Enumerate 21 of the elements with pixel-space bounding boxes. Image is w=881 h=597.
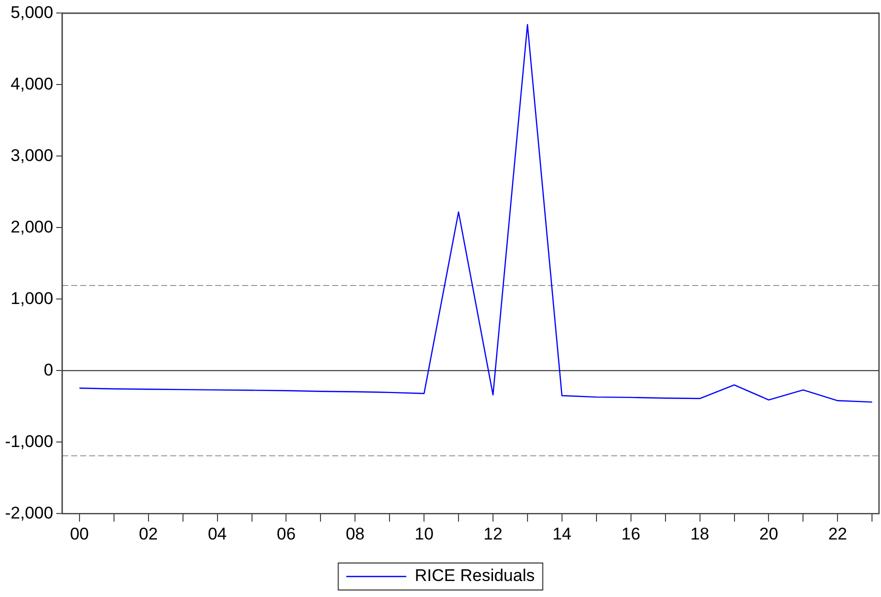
x-tick-label: 02 xyxy=(138,524,158,544)
y-tick-label: 5,000 xyxy=(10,2,54,22)
y-tick-label: -2,000 xyxy=(5,503,54,522)
y-tick-label: 3,000 xyxy=(10,146,54,165)
y-tick-label: 0 xyxy=(44,360,54,380)
y-tick-label: 1,000 xyxy=(10,288,54,308)
x-tick-label: 00 xyxy=(70,524,89,544)
x-tick-label: 12 xyxy=(484,524,502,544)
x-tick-label: 10 xyxy=(414,524,434,544)
y-tick-label: -1,000 xyxy=(5,432,54,451)
legend-label: RICE Residuals xyxy=(414,566,535,586)
x-tick-label: 08 xyxy=(346,524,365,544)
x-tick-label: 16 xyxy=(621,524,640,544)
y-tick-label: 4,000 xyxy=(10,74,54,94)
x-tick-label: 18 xyxy=(690,524,710,544)
x-tick-label: 22 xyxy=(828,524,848,544)
y-tick-label: 2,000 xyxy=(10,217,54,236)
x-tick-label: 20 xyxy=(759,524,778,544)
x-tick-label: 14 xyxy=(552,524,572,544)
x-tick-label: 06 xyxy=(276,524,296,544)
x-tick-label: 04 xyxy=(208,524,227,544)
